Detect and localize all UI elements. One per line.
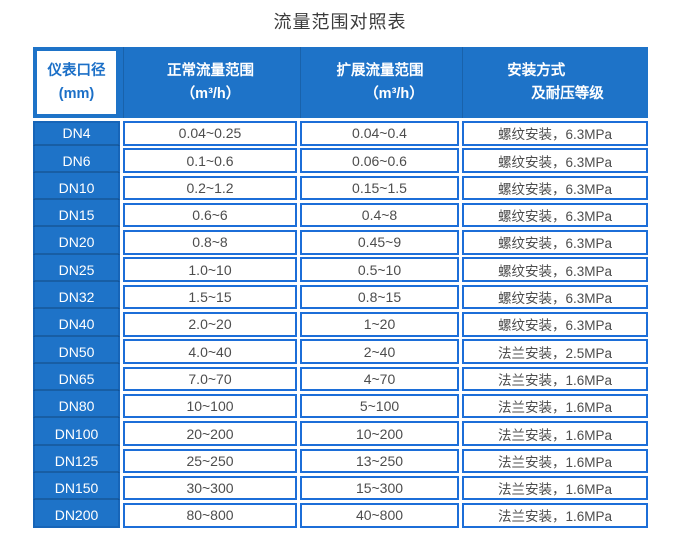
normal-range-cell: 0.1~0.6 <box>123 148 297 173</box>
header-meter-diameter-line1: 仪表口径 <box>47 63 106 80</box>
dn-cell: DN200 <box>54 507 99 524</box>
dn-cell: DN150 <box>33 476 120 501</box>
installation-cell: 螺纹安装，6.3MPa <box>462 312 648 337</box>
installation-cell: 法兰安装，1.6MPa <box>462 421 648 446</box>
header-normal-range-unit: （m³/h） <box>180 85 241 102</box>
dn-cell: DN25 <box>33 257 120 282</box>
dn-cell: DN65 <box>33 367 120 392</box>
installation-cell: 螺纹安装，6.3MPa <box>462 257 648 282</box>
installation-cell: 螺纹安装，6.3MPa <box>462 230 648 255</box>
normal-range-cell: 0.2~1.2 <box>123 175 297 201</box>
extended-range-cell: 0.5~10 <box>300 257 459 282</box>
extended-range-cell: 1~20 <box>300 312 459 337</box>
table-body: DN4 0.04~0.25 0.04~0.4 螺纹安装，6.3MPa DN6 0… <box>33 121 648 528</box>
extended-range-cell: 2~40 <box>300 339 459 364</box>
installation-cell: 法兰安装，2.5MPa <box>462 339 648 364</box>
normal-range-cell: 80~800 <box>123 503 297 528</box>
dn-cell: DN50 <box>33 339 120 364</box>
header-installation-line1: 安装方式 <box>507 63 566 80</box>
extended-range-cell: 15~300 <box>300 475 459 501</box>
extended-range-cell: 0.15~1.5 <box>300 175 459 201</box>
installation-cell: 法兰安装，1.6MPa <box>462 448 648 474</box>
extended-range-cell: 0.06~0.6 <box>300 148 459 173</box>
extended-range-cell: 0.04~0.4 <box>300 121 459 146</box>
installation-cell: 螺纹安装，6.3MPa <box>462 148 648 173</box>
dn-cell: DN6 <box>33 148 120 173</box>
table-header-row: 仪表口径 (mm) 正常流量范围 （m³/h） 扩展流量范围 （m³/h） 安装… <box>33 47 648 118</box>
extended-range-cell: 0.8~15 <box>300 284 459 310</box>
installation-cell: 法兰安装，1.6MPa <box>462 393 648 419</box>
header-extended-range: 扩展流量范围 （m³/h） <box>300 47 459 118</box>
header-installation-block: 安装方式 及耐压等级 <box>507 60 604 105</box>
dn-cell: DN32 <box>33 285 120 310</box>
normal-range-cell: 0.8~8 <box>123 230 297 255</box>
installation-cell: 法兰安装，1.6MPa <box>462 503 648 528</box>
header-normal-range-line1: 正常流量范围 <box>167 63 254 80</box>
dn-cell: DN10 <box>33 176 120 201</box>
page-title: 流量范围对照表 <box>273 12 407 32</box>
extended-range-cell: 0.45~9 <box>300 230 459 255</box>
header-installation: 安装方式 及耐压等级 <box>462 47 648 118</box>
dn-cell: DN125 <box>33 449 120 474</box>
normal-range-cell: 1.0~10 <box>123 257 297 282</box>
extended-range-cell: 13~250 <box>300 448 459 474</box>
normal-range-cell: 0.6~6 <box>123 202 297 228</box>
installation-cell: 法兰安装，1.6MPa <box>462 475 648 501</box>
normal-range-cell: 2.0~20 <box>123 312 297 337</box>
normal-range-cell: 1.5~15 <box>123 284 297 310</box>
dn-cell: DN15 <box>33 203 120 228</box>
dn-cell: DN40 <box>33 312 120 337</box>
header-installation-line2: 及耐压等级 <box>531 85 604 102</box>
installation-cell: 法兰安装，1.6MPa <box>462 366 648 392</box>
flow-range-table: 仪表口径 (mm) 正常流量范围 （m³/h） 扩展流量范围 （m³/h） 安装… <box>33 47 648 528</box>
normal-range-cell: 10~100 <box>123 393 297 419</box>
header-extended-range-unit: （m³/h） <box>364 85 424 102</box>
installation-cell: 螺纹安装，6.3MPa <box>462 175 648 201</box>
extended-range-cell: 5~100 <box>300 393 459 419</box>
normal-range-cell: 20~200 <box>123 421 297 446</box>
dn-cell: DN80 <box>33 394 120 419</box>
header-extended-range-line1: 扩展流量范围 <box>336 63 424 80</box>
header-meter-diameter-line2: (mm) <box>58 85 95 102</box>
normal-range-cell: 30~300 <box>123 475 297 501</box>
normal-range-cell: 0.04~0.25 <box>123 121 297 146</box>
header-normal-range: 正常流量范围 （m³/h） <box>123 47 297 118</box>
extended-range-cell: 10~200 <box>300 421 459 446</box>
normal-range-cell: 7.0~70 <box>123 366 297 392</box>
dn-cell: DN100 <box>33 421 120 446</box>
installation-cell: 螺纹安装，6.3MPa <box>462 202 648 228</box>
extended-range-cell: 40~800 <box>300 503 459 528</box>
normal-range-cell: 25~250 <box>123 448 297 474</box>
dn-cell: DN4 <box>33 121 120 146</box>
extended-range-cell: 0.4~8 <box>300 202 459 228</box>
dn-cell: DN20 <box>33 230 120 255</box>
header-meter-diameter: 仪表口径 (mm) <box>33 47 120 118</box>
installation-cell: 螺纹安装，6.3MPa <box>462 121 648 146</box>
installation-cell: 螺纹安装，6.3MPa <box>462 284 648 310</box>
normal-range-cell: 4.0~40 <box>123 339 297 364</box>
extended-range-cell: 4~70 <box>300 366 459 392</box>
